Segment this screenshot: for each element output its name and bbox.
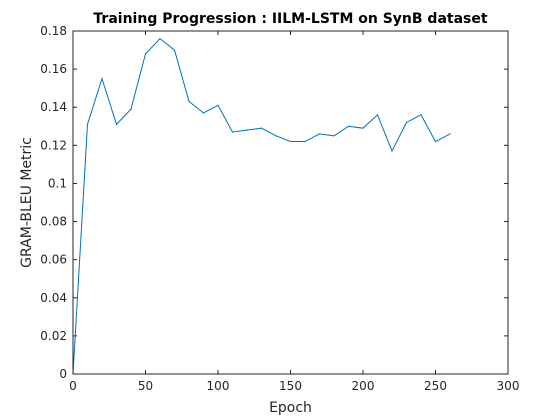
plot-area: [73, 31, 508, 374]
x-tick-label: 50: [138, 379, 153, 393]
data-point: [246, 129, 248, 131]
data-point: [173, 49, 176, 51]
ticks-layer: 0 50 100 150 200 250 300 0 0.02 0.04 0.06 0.08 0.1 0.…: [40, 24, 519, 393]
data-point: [304, 140, 306, 143]
data-point: [275, 135, 277, 137]
x-axis-label: Epoch: [269, 400, 312, 416]
y-tick-label: 0: [59, 367, 67, 381]
chart-title: Training Progression : IILM-LSTM on SynB…: [93, 11, 487, 27]
data-point: [130, 108, 132, 110]
data-point: [362, 127, 364, 129]
y-tick-label: 0.04: [40, 291, 67, 305]
y-tick-label: 0.1: [48, 176, 67, 190]
x-tick-label: 250: [424, 379, 447, 393]
data-point: [449, 133, 451, 135]
data-point: [202, 112, 205, 114]
data-point: [144, 53, 147, 55]
data-point: [405, 121, 408, 124]
data-point: [318, 133, 321, 135]
data-point: [231, 131, 234, 133]
data-point: [333, 135, 335, 137]
y-tick-label: 0.12: [40, 138, 67, 152]
data-point: [420, 114, 422, 116]
y-tick-label: 0.08: [40, 215, 67, 229]
data-point: [86, 123, 89, 125]
x-tick-label: 100: [207, 379, 230, 393]
series-layer: [72, 37, 451, 375]
data-point: [391, 150, 393, 152]
data-point: [159, 38, 161, 40]
data-point: [188, 100, 190, 103]
data-point: [101, 78, 103, 80]
y-tick-label: 0.06: [40, 253, 67, 267]
data-point: [289, 140, 292, 143]
x-tick-label: 300: [497, 379, 520, 393]
y-tick-label: 0.02: [40, 329, 67, 343]
x-tick-label: 150: [279, 379, 302, 393]
data-point: [434, 140, 437, 143]
axes-box: [72, 30, 509, 375]
y-tick-label: 0.16: [40, 62, 67, 76]
x-tick-label: 200: [352, 379, 375, 393]
data-point: [115, 123, 118, 125]
y-axis-label: GRAM-BLEU Metric: [19, 137, 35, 268]
data-point: [347, 125, 350, 127]
data-point: [260, 127, 263, 129]
y-tick-label: 0.18: [40, 24, 67, 38]
x-tick-label: 0: [69, 379, 77, 393]
y-tick-label: 0.14: [40, 100, 67, 114]
data-point: [217, 104, 219, 106]
data-point: [376, 114, 379, 116]
